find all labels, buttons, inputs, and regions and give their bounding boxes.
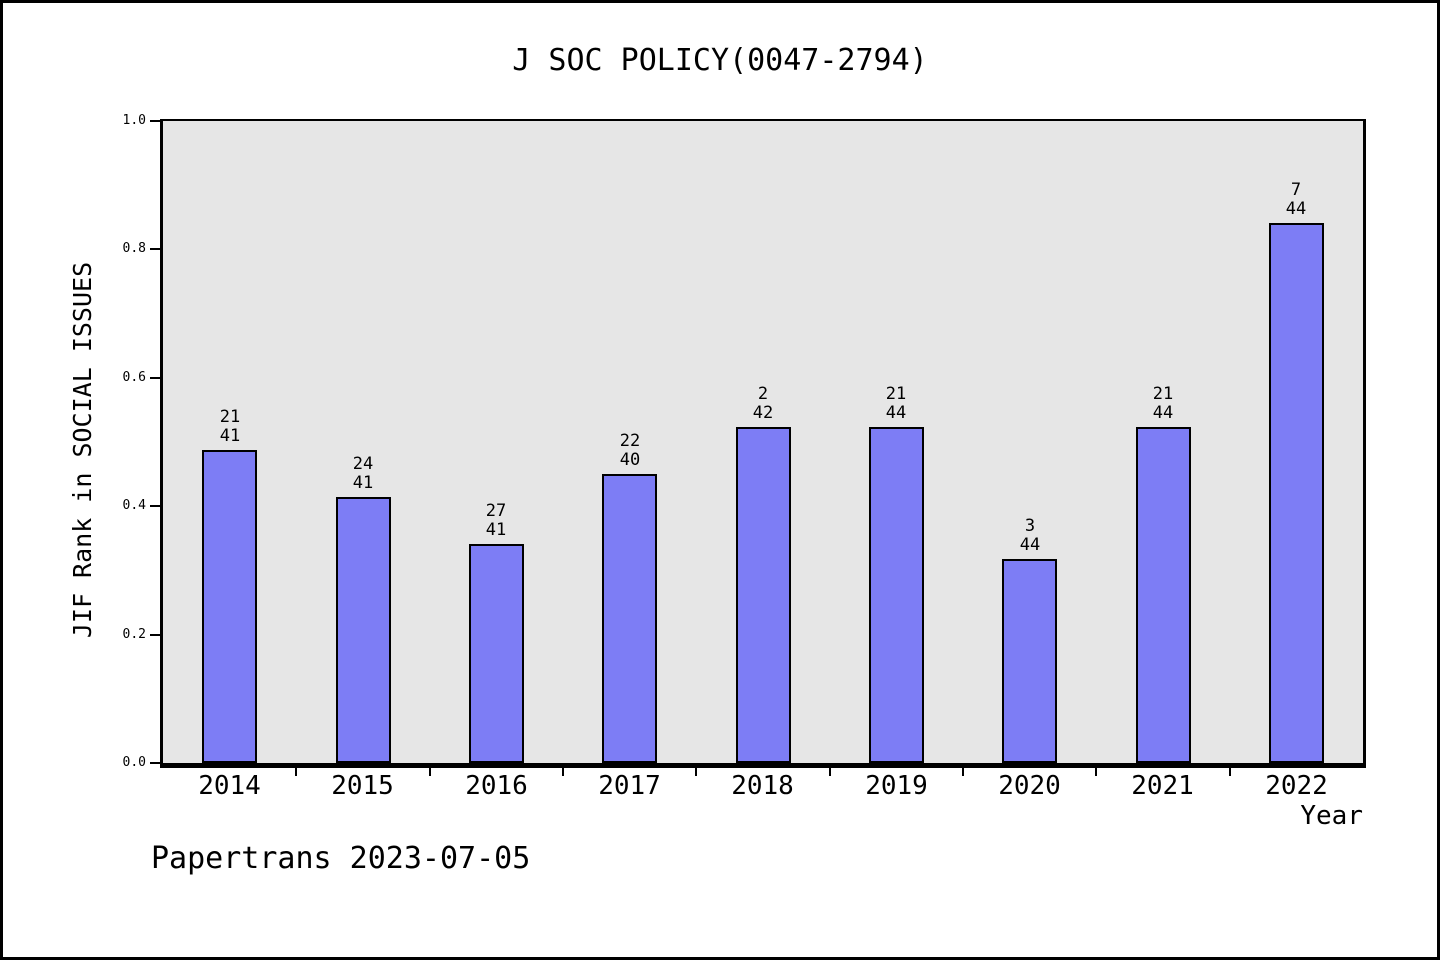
y-tick-label: 0.8 <box>122 241 146 256</box>
y-tick-label: 0.4 <box>122 498 146 513</box>
y-tick-label: 0.6 <box>122 370 146 385</box>
y-tick-label: 1.0 <box>122 113 146 128</box>
y-tick-mark <box>150 120 160 122</box>
x-tick-label-2014: 2014 <box>198 771 261 801</box>
x-tick-label-2018: 2018 <box>731 771 794 801</box>
chart-title: J SOC POLICY(0047-2794) <box>512 43 928 78</box>
x-tick-mark <box>295 768 297 776</box>
bar-2019 <box>869 427 924 763</box>
bar-2021 <box>1136 427 1191 763</box>
x-axis-label: Year <box>1300 801 1363 831</box>
x-tick-mark <box>1095 768 1097 776</box>
x-tick-label-2022: 2022 <box>1265 771 1328 801</box>
bar-2015 <box>336 497 391 763</box>
bar-label-2022: 7 44 <box>1285 180 1307 219</box>
x-tick-mark <box>1229 768 1231 776</box>
bar-label-2014: 21 41 <box>219 407 241 446</box>
footer-text: Papertrans 2023-07-05 <box>151 841 531 876</box>
bar-label-2019: 21 44 <box>885 384 907 423</box>
y-tick-label: 0.0 <box>122 755 146 770</box>
bar-2016 <box>469 544 524 763</box>
bar-label-2017: 22 40 <box>619 431 641 470</box>
plot-area <box>160 119 1366 768</box>
y-axis-label: JIF Rank in SOCIAL ISSUES <box>68 261 97 639</box>
bar-label-2016: 27 41 <box>485 501 507 540</box>
bar-2017 <box>602 474 657 763</box>
x-tick-mark <box>695 768 697 776</box>
y-tick-mark <box>150 505 160 507</box>
x-tick-label-2019: 2019 <box>865 771 928 801</box>
x-tick-mark <box>429 768 431 776</box>
bar-2022 <box>1269 223 1324 763</box>
x-tick-label-2020: 2020 <box>998 771 1061 801</box>
x-tick-label-2015: 2015 <box>331 771 394 801</box>
y-tick-mark <box>150 762 160 764</box>
bar-label-2021: 21 44 <box>1152 384 1174 423</box>
x-tick-label-2017: 2017 <box>598 771 661 801</box>
bar-2018 <box>736 427 791 763</box>
bar-label-2020: 3 44 <box>1019 516 1041 555</box>
x-tick-label-2016: 2016 <box>465 771 528 801</box>
x-tick-mark <box>962 768 964 776</box>
y-tick-mark <box>150 377 160 379</box>
y-tick-mark <box>150 634 160 636</box>
y-tick-label: 0.2 <box>122 627 146 642</box>
x-tick-mark <box>562 768 564 776</box>
bar-2020 <box>1002 559 1057 763</box>
bar-label-2015: 24 41 <box>352 454 374 493</box>
bar-label-2018: 2 42 <box>752 384 774 423</box>
x-tick-label-2021: 2021 <box>1131 771 1194 801</box>
y-tick-mark <box>150 248 160 250</box>
x-tick-mark <box>829 768 831 776</box>
bar-2014 <box>202 450 257 763</box>
